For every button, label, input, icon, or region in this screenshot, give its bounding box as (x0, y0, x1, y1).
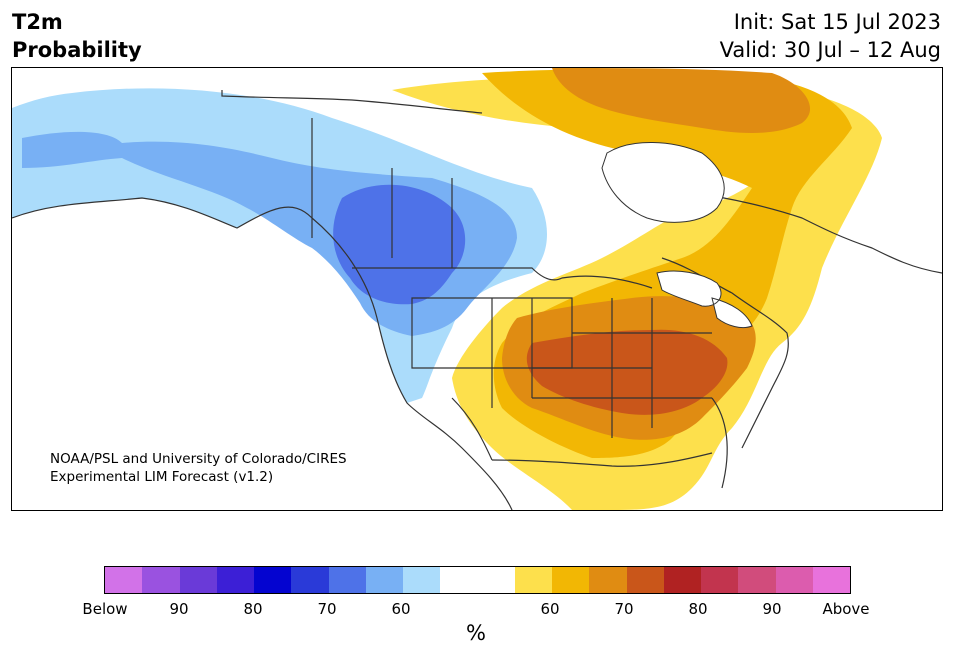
credit-line-2: Experimental LIM Forecast (v1.2) (50, 469, 273, 485)
colorbar-tick-label: 90 (169, 600, 189, 618)
colorbar-tick-label: 60 (391, 600, 411, 618)
colorbar-segment (738, 567, 776, 593)
map-canvas: NOAA/PSL and University of Colorado/CIRE… (12, 68, 942, 510)
colorbar-segment (216, 567, 254, 593)
coastline-borders (12, 90, 942, 510)
colorbar-tick-label: Above (822, 600, 870, 618)
colorbar-tick-label: 80 (688, 600, 708, 618)
colorbar-tick-label: Below (82, 600, 128, 618)
map-panel: NOAA/PSL and University of Colorado/CIRE… (11, 67, 943, 511)
colorbar-tick-label: 70 (614, 600, 634, 618)
colorbar-segment (291, 567, 329, 593)
colorbar-tick-label: 80 (243, 600, 263, 618)
below-70-region (333, 184, 466, 305)
colorbar-segment (254, 567, 292, 593)
colorbar-segment (179, 567, 217, 593)
colorbar-unit: % (466, 621, 486, 645)
colorbar-segment (440, 567, 478, 593)
colorbar-segment (365, 567, 403, 593)
colorbar-segment (663, 567, 701, 593)
map-title: T2m Probability (12, 8, 142, 64)
valid-period: Valid: 30 Jul – 12 Aug (719, 38, 941, 62)
hudson-bay (601, 142, 725, 223)
colorbar-segment (514, 567, 552, 593)
init-date: Init: Sat 15 Jul 2023 (733, 10, 941, 34)
colorbar-segment (589, 567, 627, 593)
credit-line-1: NOAA/PSL and University of Colorado/CIRE… (50, 451, 347, 467)
colorbar-segment (552, 567, 590, 593)
forecast-dates: Init: Sat 15 Jul 2023 Valid: 30 Jul – 12… (720, 8, 941, 64)
colorbar-segment (477, 567, 515, 593)
colorbar-segment (142, 567, 180, 593)
above-75-region (526, 329, 728, 415)
colorbar-segment (403, 567, 441, 593)
colorbar-tick-label: 90 (762, 600, 782, 618)
colorbar-segment (701, 567, 739, 593)
colorbar-tick-label: 60 (540, 600, 560, 618)
title-line-2: Probability (12, 38, 142, 62)
great-lakes (656, 270, 753, 329)
colorbar (104, 566, 851, 594)
colorbar-tick-label: 70 (317, 600, 337, 618)
colorbar-segment (626, 567, 664, 593)
colorbar-segment (328, 567, 366, 593)
colorbar-segment (105, 567, 143, 593)
title-line-1: T2m (12, 10, 63, 34)
colorbar-segment (812, 567, 850, 593)
colorbar-segment (775, 567, 813, 593)
